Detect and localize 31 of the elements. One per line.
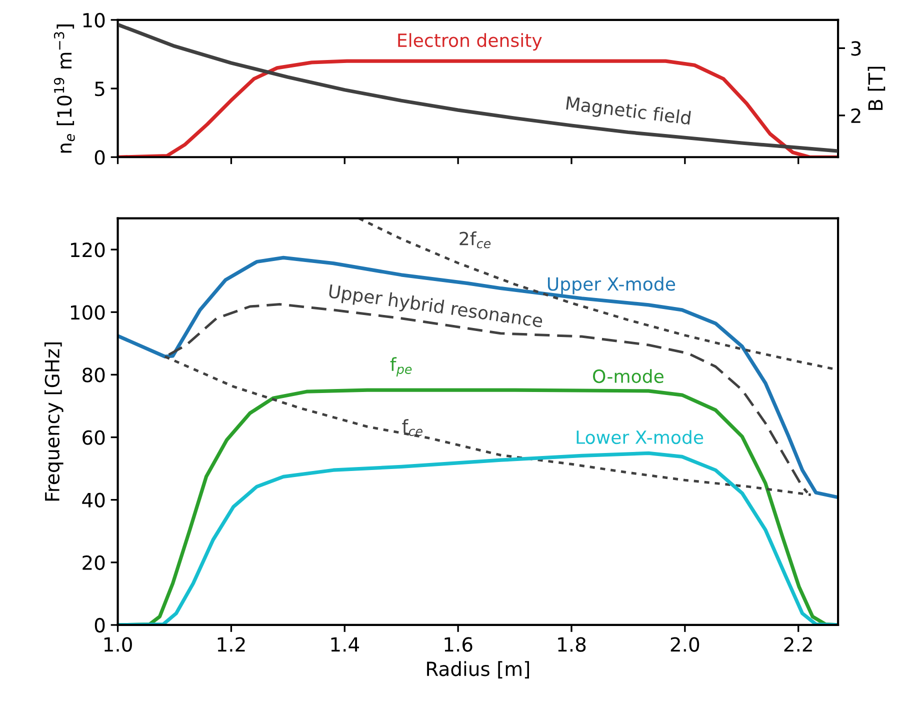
annotation: f$_{pe}$	[390, 357, 412, 376]
series-label: O-mode	[593, 369, 664, 384]
x-tick-label: 1.6	[444, 637, 472, 652]
y-tick-label: 5	[95, 82, 104, 96]
y-tick-label: 80	[82, 368, 105, 382]
x-tick-label: 1.4	[331, 637, 360, 652]
series-label: Electron density	[398, 33, 542, 51]
x-tick-label: 1.8	[558, 637, 586, 652]
x-tick-label: 2.0	[670, 637, 700, 652]
series-label: 2f$_{ce}$	[460, 231, 491, 248]
text: Magnetic field	[566, 96, 691, 128]
y-tick-label: 60	[82, 430, 105, 445]
y-tick-label: 0	[94, 150, 105, 165]
series-label: Upper X-mode	[548, 276, 676, 294]
x-tick-label: 2.2	[784, 637, 812, 652]
y-tick-label: 10	[83, 12, 105, 28]
y2-tick-label: 3	[851, 41, 861, 56]
y-tick-label: 40	[82, 492, 105, 508]
y-tick-label: 100	[70, 305, 105, 320]
y2-axis-title: B [T]	[868, 66, 886, 110]
y2-tick-label: 2	[851, 108, 860, 123]
y-tick-label: 0	[94, 618, 105, 633]
y-tick-label: 20	[82, 555, 105, 570]
text: Upper hybrid resonance	[328, 284, 544, 332]
y-axis-title: Frequency [GHz]	[44, 342, 64, 501]
series-label: Lower X-mode	[576, 430, 704, 444]
y-axis-title: n$_{e}$ [10$^{19}$ m$^{−3}$]	[54, 24, 75, 153]
x-tick-label: 1.2	[218, 637, 245, 652]
y-tick-label: 120	[70, 242, 105, 258]
x-axis-title: Radius [m]	[427, 661, 529, 678]
x-tick-label: 1.0	[104, 637, 132, 652]
